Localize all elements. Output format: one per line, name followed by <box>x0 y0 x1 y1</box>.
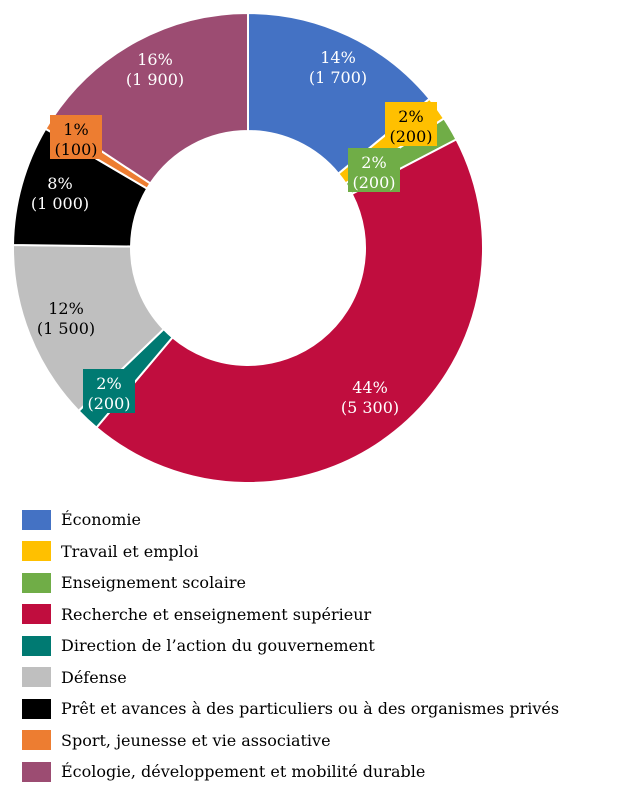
slice-percent-label: 14% <box>320 48 356 67</box>
slice-label-box-7 <box>50 115 102 159</box>
legend-label: Économie <box>61 510 141 530</box>
legend-label: Travail et emploi <box>61 541 199 561</box>
legend-swatch <box>22 761 51 782</box>
legend-item-4: Direction de l’action du gouvernement <box>22 630 559 662</box>
legend-label: Sport, jeunesse et vie associative <box>61 730 331 750</box>
slice-0 <box>247 11 431 176</box>
legend-swatch <box>22 572 51 593</box>
legend-swatch <box>22 541 51 562</box>
legend-swatch <box>22 635 51 656</box>
slice-label-1: 2%(200) <box>385 102 437 146</box>
slice-label-2: 2%(200) <box>348 148 400 192</box>
slice-value-label: (1 000) <box>31 194 89 213</box>
slice-percent-label: 2% <box>398 107 423 126</box>
slice-percent-label: 44% <box>352 378 388 397</box>
legend-swatch <box>22 509 51 530</box>
legend-label: Enseignement scolaire <box>61 573 246 593</box>
legend-item-6: Prêt et avances à des particuliers ou à … <box>22 693 559 725</box>
slice-percent-label: 2% <box>96 374 121 393</box>
donut-labels: 14%(1 700)2%(200)2%(200)44%(5 300)2%(200… <box>31 48 437 417</box>
donut-chart: 14%(1 700)2%(200)2%(200)44%(5 300)2%(200… <box>12 11 484 484</box>
slice-label-5: 12%(1 500) <box>37 299 95 338</box>
legend: Économie Travail et emploi Enseignement sc… <box>22 504 559 788</box>
legend-label: Défense <box>61 667 127 687</box>
slice-value-label: (1 900) <box>126 70 184 89</box>
legend-swatch <box>22 667 51 688</box>
legend-item-5: Défense <box>22 662 559 694</box>
slice-label-6: 8%(1 000) <box>31 174 89 213</box>
slice-3 <box>95 138 484 484</box>
legend-swatch <box>22 604 51 625</box>
slice-label-0: 14%(1 700) <box>309 48 367 87</box>
legend-item-3: Recherche et enseignement supérieur <box>22 599 559 631</box>
legend-label: Recherche et enseignement supérieur <box>61 604 372 624</box>
legend-swatch <box>22 698 51 719</box>
slice-percent-label: 12% <box>48 299 84 318</box>
legend-label: Écologie, développement et mobilité dura… <box>61 762 426 782</box>
slice-value-label: (5 300) <box>341 398 399 417</box>
slice-value-label: (1 700) <box>309 68 367 87</box>
slice-label-box-4 <box>83 369 135 413</box>
slice-value-label: (200) <box>352 173 395 192</box>
slice-label-4: 2%(200) <box>83 369 135 413</box>
slice-value-label: (200) <box>389 127 432 146</box>
legend-item-7: Sport, jeunesse et vie associative <box>22 725 559 757</box>
legend-item-2: Enseignement scolaire <box>22 567 559 599</box>
legend-label: Prêt et avances à des particuliers ou à … <box>61 699 560 719</box>
slice-label-box-2 <box>348 148 400 192</box>
slice-percent-label: 16% <box>137 50 173 69</box>
slice-label-3: 44%(5 300) <box>341 378 399 417</box>
slice-value-label: (1 500) <box>37 319 95 338</box>
legend-item-1: Travail et emploi <box>22 536 559 568</box>
legend-item-0: Économie <box>22 504 559 536</box>
slice-percent-label: 2% <box>361 153 386 172</box>
slice-percent-label: 1% <box>63 120 88 139</box>
slice-value-label: (100) <box>54 140 97 159</box>
legend-item-8: Écologie, développement et mobilité dura… <box>22 756 559 788</box>
legend-swatch <box>22 730 51 751</box>
legend-label: Direction de l’action du gouvernement <box>61 636 375 656</box>
slice-value-label: (200) <box>87 394 130 413</box>
slice-label-box-1 <box>385 102 437 146</box>
slice-label-7: 1%(100) <box>50 115 102 159</box>
slice-label-8: 16%(1 900) <box>126 50 184 89</box>
slice-percent-label: 8% <box>47 174 72 193</box>
